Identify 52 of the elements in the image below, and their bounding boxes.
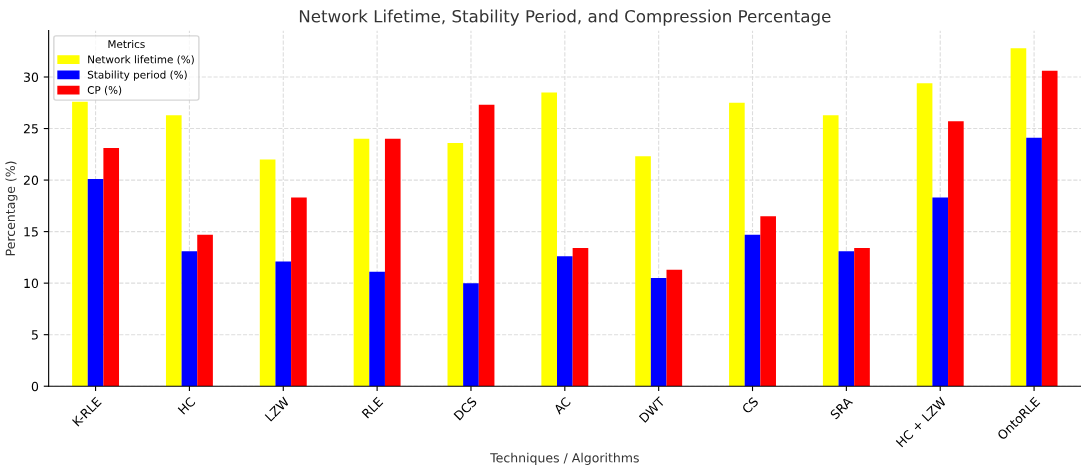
bar <box>1041 70 1058 387</box>
bar <box>353 138 370 387</box>
bar <box>760 216 776 387</box>
y-tick-label: 30 <box>23 72 39 82</box>
bar <box>384 138 401 387</box>
bar <box>572 248 589 387</box>
bar <box>447 142 464 387</box>
chart-title: Network Lifetime, Stability Period, and Compression Percentage <box>299 9 831 26</box>
bar <box>103 148 120 387</box>
legend-label: Stability period (%) <box>87 70 187 81</box>
bar <box>1026 137 1042 387</box>
x-tick-label: AC <box>552 396 572 415</box>
legend-title: Metrics <box>108 39 145 49</box>
y-tick-label: 25 <box>23 124 38 134</box>
y-axis-title: Percentage (%) <box>5 161 18 256</box>
bar <box>541 92 557 387</box>
bar <box>181 251 198 387</box>
bar <box>197 234 213 387</box>
bar <box>165 115 182 387</box>
bar <box>650 277 667 387</box>
bar <box>838 251 855 387</box>
x-tick-label: HC <box>177 396 196 415</box>
y-tick-label: 5 <box>31 330 38 340</box>
x-axis-title: Techniques / Algorithms <box>490 452 639 465</box>
y-tick-label: 0 <box>31 381 39 392</box>
y-tick-label: 10 <box>24 278 39 289</box>
bar <box>72 101 88 387</box>
bar <box>275 261 292 387</box>
bar <box>291 197 307 387</box>
bar <box>557 256 573 387</box>
legend-label: Network lifetime (%) <box>88 55 194 65</box>
bar <box>854 248 870 387</box>
bar <box>932 197 949 387</box>
bar <box>916 83 933 387</box>
bar <box>744 234 761 387</box>
bar <box>87 179 104 387</box>
bar <box>1010 48 1027 387</box>
bar <box>729 102 745 387</box>
bar <box>666 269 683 387</box>
bar <box>478 104 495 387</box>
bar <box>948 121 964 387</box>
y-tick-label: 15 <box>24 227 38 237</box>
x-tick-label: CS <box>741 396 759 415</box>
bar <box>259 159 276 387</box>
bar <box>369 271 385 387</box>
y-tick-label: 20 <box>23 175 39 185</box>
bar <box>463 283 479 387</box>
bar <box>822 115 839 387</box>
x-tick-label: SRA <box>829 396 854 420</box>
bar <box>635 156 651 387</box>
legend-label: CP (%) <box>87 85 122 96</box>
x-tick-label: RLE <box>361 396 384 419</box>
